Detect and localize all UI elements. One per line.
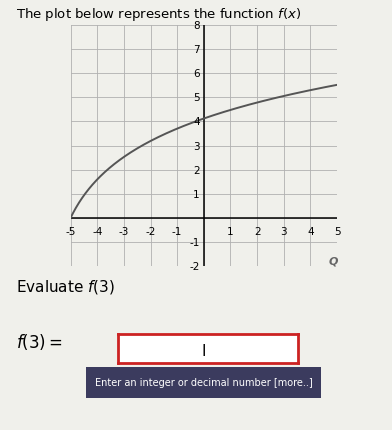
Text: 2: 2	[254, 227, 260, 237]
Text: $f(3) = $: $f(3) = $	[16, 331, 62, 351]
Text: 4: 4	[307, 227, 314, 237]
Text: Enter an integer or decimal number [more..]: Enter an integer or decimal number [more…	[95, 377, 313, 387]
Text: 5: 5	[334, 227, 340, 237]
Text: Q: Q	[328, 255, 338, 266]
Text: 2: 2	[193, 165, 200, 175]
Text: 3: 3	[193, 141, 200, 151]
Text: -2: -2	[145, 227, 156, 237]
Text: 7: 7	[193, 45, 200, 55]
Text: 1: 1	[193, 189, 200, 200]
Text: I: I	[202, 343, 207, 358]
Text: -3: -3	[119, 227, 129, 237]
Text: -1: -1	[172, 227, 182, 237]
Text: -4: -4	[92, 227, 102, 237]
Text: 4: 4	[193, 117, 200, 127]
Text: 8: 8	[193, 21, 200, 31]
Text: 1: 1	[227, 227, 234, 237]
Text: -1: -1	[189, 237, 200, 248]
Text: 5: 5	[193, 93, 200, 103]
Text: 3: 3	[281, 227, 287, 237]
Text: -5: -5	[65, 227, 76, 237]
Text: The plot below represents the function $f(x)$: The plot below represents the function $…	[16, 6, 301, 23]
Text: Evaluate $f(3)$: Evaluate $f(3)$	[16, 277, 115, 295]
Text: 6: 6	[193, 69, 200, 79]
Text: -2: -2	[189, 261, 200, 272]
